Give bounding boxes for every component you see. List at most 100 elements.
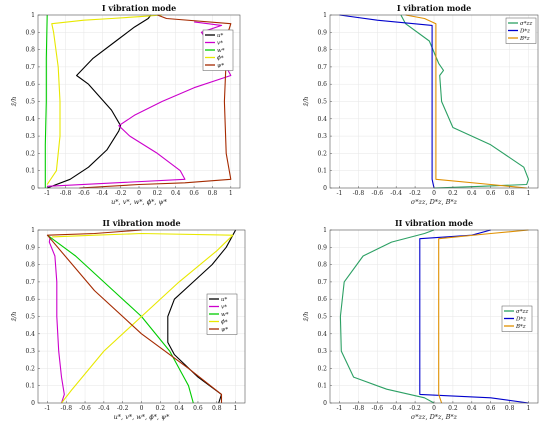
x-tick-label: -0.4 bbox=[390, 405, 402, 412]
y-tick-label: 0.4 bbox=[317, 331, 327, 338]
y-tick-label: 0.7 bbox=[317, 64, 327, 71]
legend-label: B*z bbox=[515, 324, 526, 330]
x-tick-label: 0.4 bbox=[467, 405, 477, 412]
x-tick-label: -0.6 bbox=[79, 405, 91, 412]
x-tick-label: -0.4 bbox=[98, 405, 110, 412]
y-tick-label: 0.6 bbox=[25, 296, 35, 303]
y-tick-label: 0.7 bbox=[25, 64, 35, 71]
x-tick-label: -0.2 bbox=[115, 190, 127, 197]
x-axis-label: σ*zz, D*z, B*z bbox=[411, 198, 458, 206]
legend-label: D*z bbox=[515, 317, 526, 323]
y-tick-label: 0.8 bbox=[25, 47, 35, 54]
y-tick-label: 0.8 bbox=[317, 262, 327, 269]
x-tick-label: 0 bbox=[432, 405, 436, 412]
x-tick-label: 0.2 bbox=[153, 190, 163, 197]
y-tick-label: 0.1 bbox=[317, 168, 327, 175]
x-tick-label: 0.2 bbox=[448, 405, 458, 412]
series-line-4 bbox=[46, 14, 163, 185]
x-tick-label: -1 bbox=[44, 405, 50, 412]
y-tick-label: 0.6 bbox=[317, 296, 327, 303]
y-tick-label: 0.6 bbox=[317, 81, 327, 88]
x-tick-label: -0.4 bbox=[96, 190, 108, 197]
x-tick-label: 0.8 bbox=[208, 190, 218, 197]
x-tick-label: 0.4 bbox=[174, 405, 184, 412]
y-axis-label: z̃/h bbox=[9, 97, 18, 108]
y-axis-label: z̃/h bbox=[9, 312, 18, 323]
y-tick-label: 0.5 bbox=[317, 314, 327, 321]
x-tick-label: 1 bbox=[527, 405, 531, 412]
y-tick-label: 0 bbox=[31, 400, 35, 407]
y-tick-label: 0.5 bbox=[317, 99, 327, 106]
legend-label: σ*zz bbox=[516, 309, 528, 315]
x-tick-label: -1 bbox=[337, 405, 343, 412]
x-tick-label: -0.6 bbox=[371, 190, 383, 197]
y-tick-label: 0.4 bbox=[25, 331, 35, 338]
x-tick-label: -0.2 bbox=[117, 405, 129, 412]
chart-panel-4: -1 -0.8 -0.6 -0.4 -0.2 0 0.2 0.4 0.6 0.8 1 0 0.1 0.2 0… bbox=[301, 218, 539, 421]
y-tick-label: 0.5 bbox=[25, 99, 35, 106]
x-tick-label: 0.6 bbox=[486, 405, 496, 412]
x-tick-label: 0 bbox=[137, 190, 141, 197]
legend-label: ϕ* bbox=[217, 56, 224, 62]
y-tick-label: 0.1 bbox=[25, 168, 35, 175]
legend-label: ψ* bbox=[221, 327, 228, 333]
y-tick-label: 0.1 bbox=[25, 383, 35, 390]
y-tick-label: 0.3 bbox=[25, 133, 35, 140]
y-tick-label: 0 bbox=[31, 185, 35, 192]
x-tick-label: 0.2 bbox=[448, 190, 458, 197]
y-tick-label: 1 bbox=[323, 227, 327, 234]
chart-title: II vibration mode bbox=[102, 218, 180, 228]
x-tick-label: -0.8 bbox=[353, 405, 365, 412]
x-axis-label: u*, v*, w*, ϕ*, ψ* bbox=[111, 198, 167, 206]
y-tick-label: 0.4 bbox=[317, 116, 327, 123]
chart-panel-1: -1 -0.8 -0.6 -0.4 -0.2 0 0.2 0.4 0.6 0.8 1 0 0.1 0.2 0… bbox=[9, 3, 241, 206]
legend-label: v* bbox=[221, 305, 227, 311]
chart-title: I vibration mode bbox=[397, 3, 471, 13]
y-tick-label: 0.3 bbox=[317, 348, 327, 355]
y-tick-label: 1 bbox=[31, 227, 35, 234]
y-tick-label: 0.3 bbox=[317, 133, 327, 140]
x-tick-label: -0.4 bbox=[390, 190, 402, 197]
y-tick-label: 0.3 bbox=[25, 348, 35, 355]
chart-title: I vibration mode bbox=[102, 3, 176, 13]
chart-panel-2: -1 -0.8 -0.6 -0.4 -0.2 0 0.2 0.4 0.6 0.8 1 0 0.1 0.2 0… bbox=[301, 3, 539, 206]
legend-label: ψ* bbox=[217, 63, 224, 69]
series-line-3 bbox=[44, 14, 48, 188]
series-line-4 bbox=[52, 232, 234, 404]
y-tick-label: 0.1 bbox=[317, 383, 327, 390]
x-tick-label: -0.6 bbox=[371, 405, 383, 412]
y-tick-label: 1 bbox=[323, 12, 327, 19]
x-tick-label: 1 bbox=[229, 190, 233, 197]
series-line-2 bbox=[339, 14, 435, 189]
legend-label: D*z bbox=[519, 29, 530, 35]
x-tick-label: -1 bbox=[337, 190, 343, 197]
legend-label: w* bbox=[217, 48, 225, 54]
x-tick-label: 0 bbox=[140, 405, 144, 412]
legend-label: ϕ* bbox=[221, 320, 228, 326]
y-axis-label: z̃/h bbox=[301, 97, 310, 108]
x-tick-label: 1 bbox=[234, 405, 238, 412]
legend-label: σ*zz bbox=[520, 21, 532, 27]
x-tick-label: -0.8 bbox=[60, 190, 72, 197]
legend-label: u* bbox=[217, 33, 224, 39]
y-tick-label: 0.8 bbox=[317, 47, 327, 54]
chart-panel-3: -1 -0.8 -0.6 -0.4 -0.2 0 0.2 0.4 0.6 0.8 1 0 0.1 0.2 0… bbox=[9, 218, 246, 421]
y-tick-label: 0.2 bbox=[25, 150, 35, 157]
legend-label: B*z bbox=[519, 36, 530, 42]
series-line-5 bbox=[79, 14, 232, 189]
legend: σ*zz D*zB*z bbox=[501, 305, 533, 332]
x-tick-label: -0.6 bbox=[78, 190, 90, 197]
x-tick-label: 0.6 bbox=[189, 190, 199, 197]
x-tick-label: -0.8 bbox=[353, 190, 365, 197]
series-line-3 bbox=[438, 229, 529, 404]
x-tick-label: -0.2 bbox=[409, 405, 421, 412]
x-tick-label: 0.6 bbox=[193, 405, 203, 412]
x-tick-label: 1 bbox=[527, 190, 531, 197]
y-tick-label: 1 bbox=[31, 12, 35, 19]
x-tick-label: 0.6 bbox=[486, 190, 496, 197]
y-tick-label: 0.4 bbox=[25, 116, 35, 123]
y-tick-label: 0.2 bbox=[25, 365, 35, 372]
legend-label: w* bbox=[221, 312, 229, 318]
legend: u* v*w* ϕ*ψ* bbox=[206, 293, 238, 335]
